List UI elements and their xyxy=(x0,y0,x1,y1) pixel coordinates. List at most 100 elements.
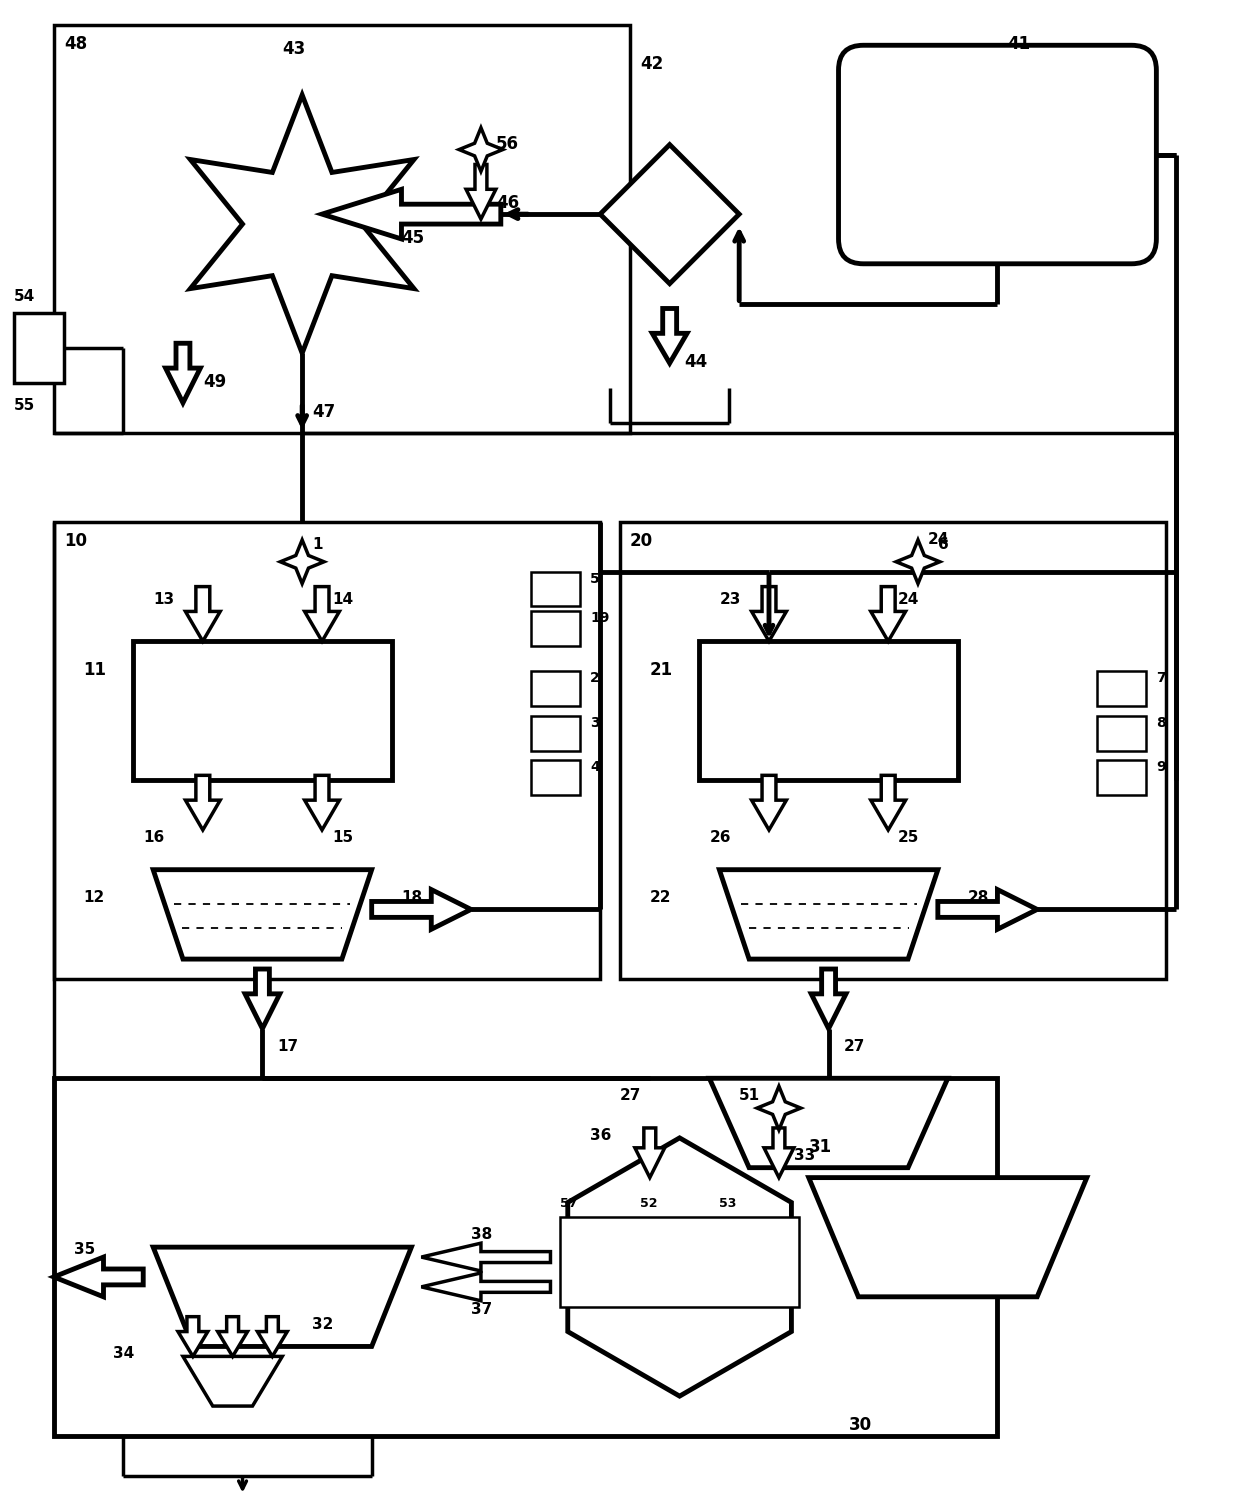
Text: 24: 24 xyxy=(928,531,950,546)
Text: 23: 23 xyxy=(719,591,740,606)
Text: 47: 47 xyxy=(312,402,335,420)
Text: 32: 32 xyxy=(312,1316,334,1331)
Polygon shape xyxy=(870,776,905,830)
Polygon shape xyxy=(600,144,739,284)
Text: 4: 4 xyxy=(590,761,600,775)
Bar xyxy=(133,641,392,781)
Polygon shape xyxy=(258,1316,288,1357)
Polygon shape xyxy=(305,776,340,830)
Polygon shape xyxy=(372,890,471,929)
Polygon shape xyxy=(154,869,372,959)
Text: 2: 2 xyxy=(590,671,600,684)
Text: 46: 46 xyxy=(496,194,520,212)
Text: 13: 13 xyxy=(154,591,175,606)
Polygon shape xyxy=(184,1357,283,1406)
Polygon shape xyxy=(166,344,201,402)
Text: 45: 45 xyxy=(402,230,424,248)
Polygon shape xyxy=(186,587,221,641)
Polygon shape xyxy=(459,128,502,171)
Text: 3: 3 xyxy=(590,716,600,729)
Text: 26: 26 xyxy=(709,830,730,845)
Polygon shape xyxy=(937,890,1037,929)
Text: 11: 11 xyxy=(83,660,107,678)
Text: 41: 41 xyxy=(1007,36,1030,54)
Polygon shape xyxy=(179,1316,208,1357)
Bar xyxy=(1096,716,1147,750)
Text: 19: 19 xyxy=(590,611,610,626)
Text: 16: 16 xyxy=(144,830,165,845)
Text: 51: 51 xyxy=(739,1088,760,1103)
Polygon shape xyxy=(758,1087,801,1130)
Text: 35: 35 xyxy=(73,1243,95,1258)
Text: 37: 37 xyxy=(471,1301,492,1316)
Polygon shape xyxy=(764,1127,794,1178)
Polygon shape xyxy=(154,1247,412,1346)
Polygon shape xyxy=(422,1243,551,1271)
Polygon shape xyxy=(568,1138,791,1396)
Text: 33: 33 xyxy=(794,1148,815,1163)
Polygon shape xyxy=(246,970,280,1028)
Bar xyxy=(699,641,957,781)
Text: 42: 42 xyxy=(640,56,663,74)
Text: 43: 43 xyxy=(283,41,305,59)
Text: 17: 17 xyxy=(278,1039,299,1054)
Polygon shape xyxy=(811,970,846,1028)
Text: 27: 27 xyxy=(843,1039,864,1054)
Text: 18: 18 xyxy=(402,890,423,905)
Text: 54: 54 xyxy=(14,288,36,303)
Text: 14: 14 xyxy=(332,591,353,606)
Polygon shape xyxy=(808,1178,1086,1297)
Text: 1: 1 xyxy=(312,537,322,552)
Text: 34: 34 xyxy=(113,1346,135,1361)
Text: 55: 55 xyxy=(14,398,36,413)
Bar xyxy=(1096,671,1147,705)
Text: 53: 53 xyxy=(719,1198,737,1210)
Text: 10: 10 xyxy=(63,531,87,549)
Polygon shape xyxy=(719,869,937,959)
Polygon shape xyxy=(218,1316,248,1357)
Bar xyxy=(531,716,580,750)
Polygon shape xyxy=(53,1256,144,1297)
Bar xyxy=(620,522,1167,979)
Bar xyxy=(531,761,580,796)
Polygon shape xyxy=(870,587,905,641)
Bar xyxy=(53,522,600,979)
Polygon shape xyxy=(466,165,496,219)
Polygon shape xyxy=(305,587,340,641)
Bar xyxy=(531,671,580,705)
Bar xyxy=(53,1078,997,1436)
Text: 12: 12 xyxy=(83,890,105,905)
Bar xyxy=(1096,761,1147,796)
Polygon shape xyxy=(635,1127,665,1178)
Text: 44: 44 xyxy=(684,353,708,371)
Text: 52: 52 xyxy=(640,1198,657,1210)
Text: 28: 28 xyxy=(967,890,990,905)
Text: 9: 9 xyxy=(1157,761,1166,775)
Text: 20: 20 xyxy=(630,531,653,549)
Text: 49: 49 xyxy=(203,374,226,392)
Bar xyxy=(14,314,63,383)
Text: 38: 38 xyxy=(471,1228,492,1243)
Text: 31: 31 xyxy=(808,1138,832,1156)
Bar xyxy=(53,26,630,432)
Text: 27: 27 xyxy=(620,1088,641,1103)
Text: 15: 15 xyxy=(332,830,353,845)
Polygon shape xyxy=(422,1273,551,1301)
Text: 30: 30 xyxy=(848,1415,872,1433)
Bar xyxy=(531,611,580,647)
Polygon shape xyxy=(751,587,786,641)
Text: 56: 56 xyxy=(496,135,518,153)
Text: 48: 48 xyxy=(63,36,87,54)
Bar xyxy=(531,572,580,606)
Bar xyxy=(560,1217,799,1307)
Text: 21: 21 xyxy=(650,660,673,678)
Polygon shape xyxy=(751,776,786,830)
Polygon shape xyxy=(186,776,221,830)
Text: 24: 24 xyxy=(898,591,920,606)
FancyBboxPatch shape xyxy=(838,45,1157,264)
Text: 8: 8 xyxy=(1157,716,1166,729)
Polygon shape xyxy=(322,189,501,239)
Text: 5: 5 xyxy=(590,572,600,585)
Text: 36: 36 xyxy=(590,1127,611,1142)
Polygon shape xyxy=(280,540,324,584)
